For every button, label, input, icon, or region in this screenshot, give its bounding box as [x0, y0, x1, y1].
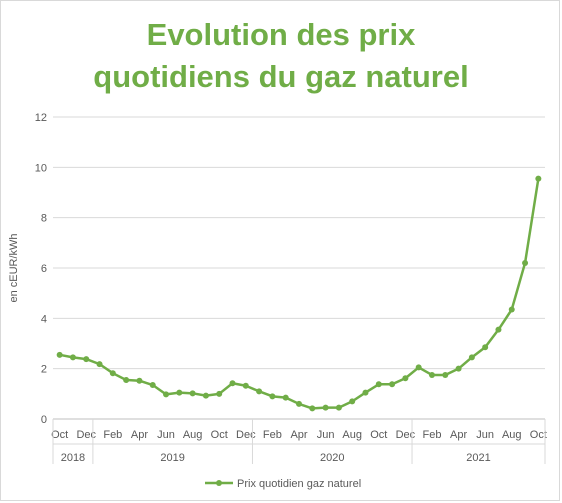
data-point	[96, 361, 103, 368]
legend: Prix quotidien gaz naturel	[205, 478, 361, 490]
data-point	[335, 404, 342, 411]
data-point	[455, 365, 462, 372]
x-tick-label: Oct	[51, 429, 68, 441]
data-point	[242, 382, 249, 389]
chart-title-line-1: Evolution des prix	[146, 17, 416, 52]
x-tick-label: Apr	[290, 429, 307, 441]
x-tick-label: Feb	[263, 429, 282, 441]
data-point	[256, 388, 263, 395]
series-prix-quotidien	[56, 175, 542, 412]
x-tick-label: Aug	[502, 429, 522, 441]
x-tick-label: Feb	[103, 429, 122, 441]
data-point	[402, 375, 409, 382]
series-line	[59, 178, 540, 410]
chart-title: Evolution des prix quotidiens du gaz nat…	[0, 14, 562, 98]
x-tick-label: Jun	[157, 429, 175, 441]
data-point	[69, 354, 76, 361]
x-tick-label: Apr	[131, 429, 148, 441]
data-point	[189, 390, 196, 397]
x-tick-label: Oct	[530, 429, 547, 441]
y-tick-label: 10	[35, 162, 47, 174]
data-point	[296, 400, 302, 407]
y-axis-ticks: 0 2 4 6 8 10 12	[35, 112, 47, 426]
gridlines	[53, 116, 545, 420]
data-point	[163, 391, 170, 398]
data-point	[468, 354, 475, 361]
data-point	[109, 370, 116, 377]
data-point	[149, 382, 156, 389]
y-tick-label: 6	[41, 263, 47, 275]
x-tick-label: Dec	[396, 429, 416, 441]
x-tick-label: Jun	[476, 429, 494, 441]
x-tick-label: Apr	[450, 429, 467, 441]
x-tick-label: Jun	[317, 429, 335, 441]
data-point	[216, 390, 223, 397]
y-tick-label: 2	[41, 364, 47, 376]
data-point	[123, 376, 130, 383]
data-point	[269, 393, 276, 400]
data-point	[282, 394, 289, 401]
y-tick-label: 4	[41, 313, 47, 325]
x-tick-label: Feb	[422, 429, 441, 441]
data-point	[482, 344, 489, 351]
y-tick-label: 0	[41, 414, 47, 426]
x-tick-label: Oct	[211, 429, 228, 441]
data-point	[202, 392, 209, 399]
data-point	[309, 405, 316, 412]
y-tick-label: 8	[41, 213, 47, 225]
x-tick-label: Dec	[236, 429, 256, 441]
x-year-label: 2021	[466, 452, 490, 464]
data-point	[176, 389, 183, 396]
x-axis: Oct Dec Feb Apr Jun Aug Oct Dec Feb Apr Jun Aug Oct D…	[51, 419, 547, 464]
x-year-label: 2020	[320, 452, 344, 464]
chart-title-line-2: quotidiens du gaz naturel	[93, 59, 469, 94]
x-tick-label: Dec	[76, 429, 96, 441]
data-point	[375, 381, 382, 388]
x-tick-label: Aug	[342, 429, 362, 441]
data-point	[83, 356, 90, 363]
data-point	[522, 259, 529, 266]
y-axis-label: en cEUR/kWh	[8, 233, 20, 302]
x-year-label: 2018	[61, 452, 85, 464]
data-point	[389, 381, 396, 388]
data-point	[322, 404, 329, 411]
data-point	[415, 364, 422, 371]
data-point	[442, 371, 449, 378]
data-point	[136, 377, 143, 384]
data-point	[229, 380, 236, 387]
data-point	[428, 371, 435, 378]
data-point	[362, 389, 369, 396]
data-point	[495, 326, 502, 333]
x-tick-label: Aug	[183, 429, 203, 441]
data-point	[535, 175, 542, 182]
legend-dot-marker	[216, 480, 222, 486]
y-tick-label: 12	[35, 112, 47, 124]
data-point	[349, 398, 356, 405]
data-point	[56, 351, 63, 358]
legend-label: Prix quotidien gaz naturel	[237, 478, 361, 490]
data-point	[508, 306, 515, 313]
x-tick-label: Oct	[370, 429, 387, 441]
x-year-label: 2019	[160, 452, 184, 464]
